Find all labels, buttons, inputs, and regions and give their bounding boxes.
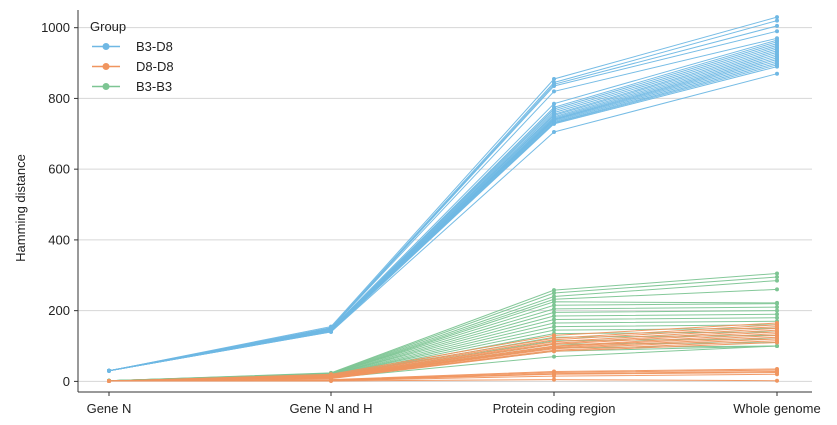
data-point [552, 349, 556, 354]
series-line [108, 53, 778, 372]
y-tick-label: 0 [63, 374, 70, 389]
series-line [108, 25, 778, 372]
series-line [108, 30, 778, 372]
data-point [552, 306, 556, 311]
y-tick-label: 200 [48, 303, 70, 318]
data-point [775, 15, 779, 20]
legend: Group B3-D8 D8-D8 B3-B3 [90, 19, 174, 94]
data-point [775, 308, 779, 313]
series-group-b3-b3 [107, 271, 779, 383]
data-point [775, 71, 779, 76]
series-line [108, 16, 778, 372]
data-point [775, 18, 779, 23]
data-point [775, 344, 779, 348]
series-line [108, 62, 778, 372]
data-point [775, 372, 779, 377]
data-point [552, 333, 556, 338]
axis-layer: 0 200 400 600 800 1000 Gene N Gene N and H Prote… [41, 10, 821, 416]
data-point [552, 321, 556, 325]
data-point [552, 294, 556, 299]
series-line [108, 73, 778, 372]
x-tick-label: Gene N [87, 401, 132, 416]
data-point [552, 377, 556, 382]
data-point [329, 329, 333, 334]
x-tick-label: Whole genome [733, 401, 820, 416]
data-point [775, 29, 779, 34]
data-point [552, 130, 556, 134]
data-point [775, 340, 779, 345]
data-point [775, 378, 779, 383]
data-point [329, 379, 333, 383]
data-point [775, 312, 779, 317]
data-point [552, 89, 556, 94]
y-tick-label: 400 [48, 232, 70, 247]
legend-label: D8-D8 [136, 59, 174, 74]
legend-swatch-marker [102, 63, 110, 70]
series-line [108, 57, 778, 372]
legend-label: B3-D8 [136, 39, 173, 54]
data-point [552, 328, 556, 333]
series-group-b3-d8 [107, 15, 779, 373]
data-point [775, 287, 779, 292]
legend-swatch-marker [102, 43, 110, 50]
legend-label: B3-B3 [136, 79, 172, 94]
data-point [552, 314, 556, 318]
data-point [775, 64, 779, 69]
grid-layer [78, 27, 812, 382]
data-point [775, 315, 779, 320]
data-point [107, 368, 111, 373]
series-layer [107, 15, 779, 383]
data-point [107, 379, 111, 383]
y-tick-label: 1000 [41, 20, 70, 35]
data-point [775, 271, 779, 276]
data-point [552, 310, 556, 315]
data-point [552, 291, 556, 295]
data-point [775, 301, 779, 306]
data-point [775, 23, 779, 28]
legend-swatch-marker [102, 83, 110, 90]
x-tick-label: Gene N and H [289, 401, 372, 416]
legend-title: Group [90, 19, 126, 34]
data-point [775, 278, 779, 283]
data-point [775, 275, 779, 279]
series-line [108, 55, 778, 372]
x-tick-label: Protein coding region [493, 401, 616, 416]
data-point [552, 84, 556, 88]
data-point [552, 317, 556, 322]
series-group-d8-d8 [107, 321, 779, 383]
data-point [552, 374, 556, 379]
data-point [552, 324, 556, 329]
data-point [552, 288, 556, 293]
data-point [552, 101, 556, 106]
y-tick-label: 600 [48, 162, 70, 177]
data-point [552, 77, 556, 81]
y-axis-title: Hamming distance [13, 154, 28, 262]
series-line [109, 379, 778, 382]
data-point [775, 305, 779, 310]
data-point [552, 299, 556, 304]
data-point [552, 121, 556, 126]
y-tick-label: 800 [48, 91, 70, 106]
data-point [552, 354, 556, 359]
data-point [552, 303, 556, 308]
